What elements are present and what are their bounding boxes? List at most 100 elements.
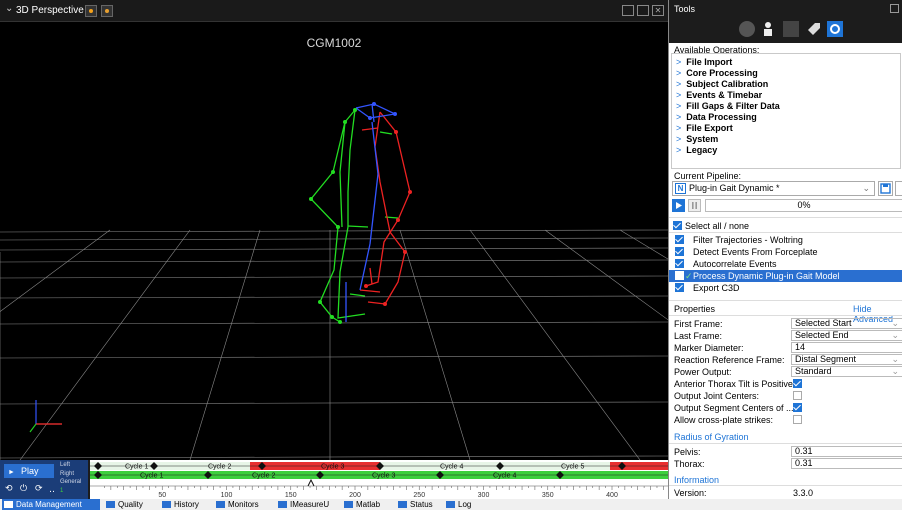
tab-log[interactable]: Log [444,499,480,510]
pipeline-step-selected[interactable]: ✓ Process Dynamic Plug-in Gait Model [669,270,902,282]
run-pipeline-button[interactable] [672,199,685,212]
time-bar[interactable]: ► Play Left Right General 1 ⟲ ⏻ ⟳ ‥ Cycle… [0,460,668,499]
reaction-frame-select[interactable]: Distal Segment ⌄ [791,354,902,365]
operation-data-processing[interactable]: > Data Processing [676,112,757,122]
3d-viewport[interactable]: ⌄ 3D Perspective ✕ [0,0,668,460]
last-frame-select[interactable]: Selected End ⌄ [791,330,902,341]
more-icon[interactable]: ‥ [49,484,56,494]
operation-events-timebar[interactable]: > Events & Timebar [676,90,763,100]
tab-imeasureu[interactable]: IMeasureU [276,499,338,510]
thorax-input[interactable]: 0.31 [791,458,902,469]
pipeline-options-button[interactable] [895,181,902,196]
tab-quality[interactable]: Quality [104,499,156,510]
tools-pane: Tools Available Operations: > File Import… [668,0,902,499]
pipeline-select[interactable]: N Plug-in Gait Dynamic * ⌄ [672,181,875,196]
operation-fill-gaps[interactable]: > Fill Gaps & Filter Data [676,101,780,111]
checkbox-icon[interactable] [675,235,684,244]
left-cycle-label: Cycle 4 [440,464,463,471]
right-track-label: Right [60,471,75,477]
operation-file-export[interactable]: > File Export [676,123,733,133]
property-thorax: Thorax: 0.31 [669,458,902,470]
close-icon[interactable]: ✕ [652,5,664,16]
viewport-title: 3D Perspective [16,5,84,16]
save-pipeline-button[interactable] [878,181,893,196]
play-icon: ► [8,469,15,476]
marker-diameter-input[interactable]: 14 [791,342,902,353]
monitors-icon [216,501,225,508]
tag-tool-icon[interactable] [806,21,822,37]
step-icon[interactable]: ⟳ [35,483,43,493]
status-icon [398,501,407,508]
property-joint-centers: Output Joint Centers: [669,390,902,402]
timeline-tick-label: 100 [221,492,233,499]
pipeline-tool-icon[interactable] [827,21,843,37]
tools-header: Tools [669,0,902,43]
operation-system[interactable]: > System [676,134,719,144]
timeline-tick-label: 250 [413,492,425,499]
checkbox-icon[interactable] [793,391,802,400]
tools-title: Tools [674,4,696,14]
3d-scene[interactable] [0,22,668,460]
tab-monitors[interactable]: Monitors [214,499,272,510]
view-options-button[interactable] [101,5,113,17]
pin-icon[interactable] [890,4,899,13]
subject-tool-icon[interactable] [760,21,776,37]
left-cycle-label: Cycle 5 [561,464,584,471]
operation-core-processing[interactable]: > Core Processing [676,68,758,78]
information-header[interactable]: Information [674,475,720,485]
property-thorax-tilt: Anterior Thorax Tilt is Positive: [669,378,902,390]
operation-subject-calibration[interactable]: > Subject Calibration [676,79,769,89]
tab-data-management[interactable]: Data Management [2,499,100,510]
checkbox-icon[interactable] [793,415,802,424]
viewport-toolbar: ⌄ 3D Perspective ✕ [0,0,668,22]
pipeline-step[interactable]: Filter Trajectories - Woltring [669,234,902,246]
timeline-tick-label: 300 [478,492,490,499]
checkbox-icon[interactable] [675,271,684,280]
timeline-track[interactable]: Cycle 1 Cycle 2 Cycle 3 Cycle 4 Cycle 5 Cycle… [90,460,668,499]
chevron-down-icon[interactable]: ⌄ [5,3,14,14]
first-frame-select[interactable]: Selected Start ⌄ [791,318,902,329]
camera-mode-button[interactable] [85,5,97,17]
playhead[interactable] [307,478,315,487]
property-reaction-frame: Reaction Reference Frame: Distal Segment… [669,354,902,366]
property-power-output: Power Output: Standard ⌄ [669,366,902,378]
power-icon[interactable]: ⏻ [20,483,28,493]
play-button[interactable]: ► Play [4,464,54,478]
power-output-select[interactable]: Standard ⌄ [791,366,902,377]
split-view-icon[interactable] [637,5,649,16]
general-track-label: General [60,479,82,485]
checkbox-icon[interactable] [793,379,802,388]
quality-icon [106,501,115,508]
label-tool-icon[interactable] [783,21,799,37]
pipeline-step[interactable]: Detect Events From Forceplate [669,246,902,258]
select-all-toggle[interactable]: Select all / none [669,220,902,232]
maximize-icon[interactable] [622,5,634,16]
tab-status[interactable]: Status [396,499,440,510]
property-cross-plate: Allow cross-plate strikes: [669,414,902,426]
pipeline-step[interactable]: Export C3D [669,282,902,294]
operation-file-import[interactable]: > File Import [676,57,733,67]
log-icon [446,501,455,508]
general-track-value: 1 [60,488,64,494]
checkbox-icon[interactable] [675,283,684,292]
operation-legacy[interactable]: > Legacy [676,145,718,155]
checkbox-icon[interactable] [675,259,684,268]
loop-icon[interactable]: ⟲ [5,483,13,493]
gear-tool-icon[interactable] [739,21,755,37]
property-segment-centers: Output Segment Centers of ... [669,402,902,414]
tab-matlab[interactable]: Matlab [342,499,392,510]
hide-advanced-link[interactable]: Hide Advanced [853,304,894,324]
pause-button[interactable] [688,199,701,212]
timeline-tick-label: 150 [285,492,297,499]
pipeline-step[interactable]: Autocorrelate Events [669,258,902,270]
checkbox-icon[interactable] [673,221,682,230]
tab-history[interactable]: History [160,499,210,510]
pelvis-input[interactable]: 0.31 [791,446,902,457]
radius-of-gyration-header[interactable]: Radius of Gyration [674,432,749,442]
property-marker-diameter: Marker Diameter: 14 [669,342,902,354]
checkbox-icon[interactable] [675,247,684,256]
subject-name-label: CGM1002 [306,36,362,50]
left-cycle-label: Cycle 1 [125,464,148,471]
checkbox-icon[interactable] [793,403,802,412]
current-pipeline-label: Current Pipeline: [674,171,742,181]
